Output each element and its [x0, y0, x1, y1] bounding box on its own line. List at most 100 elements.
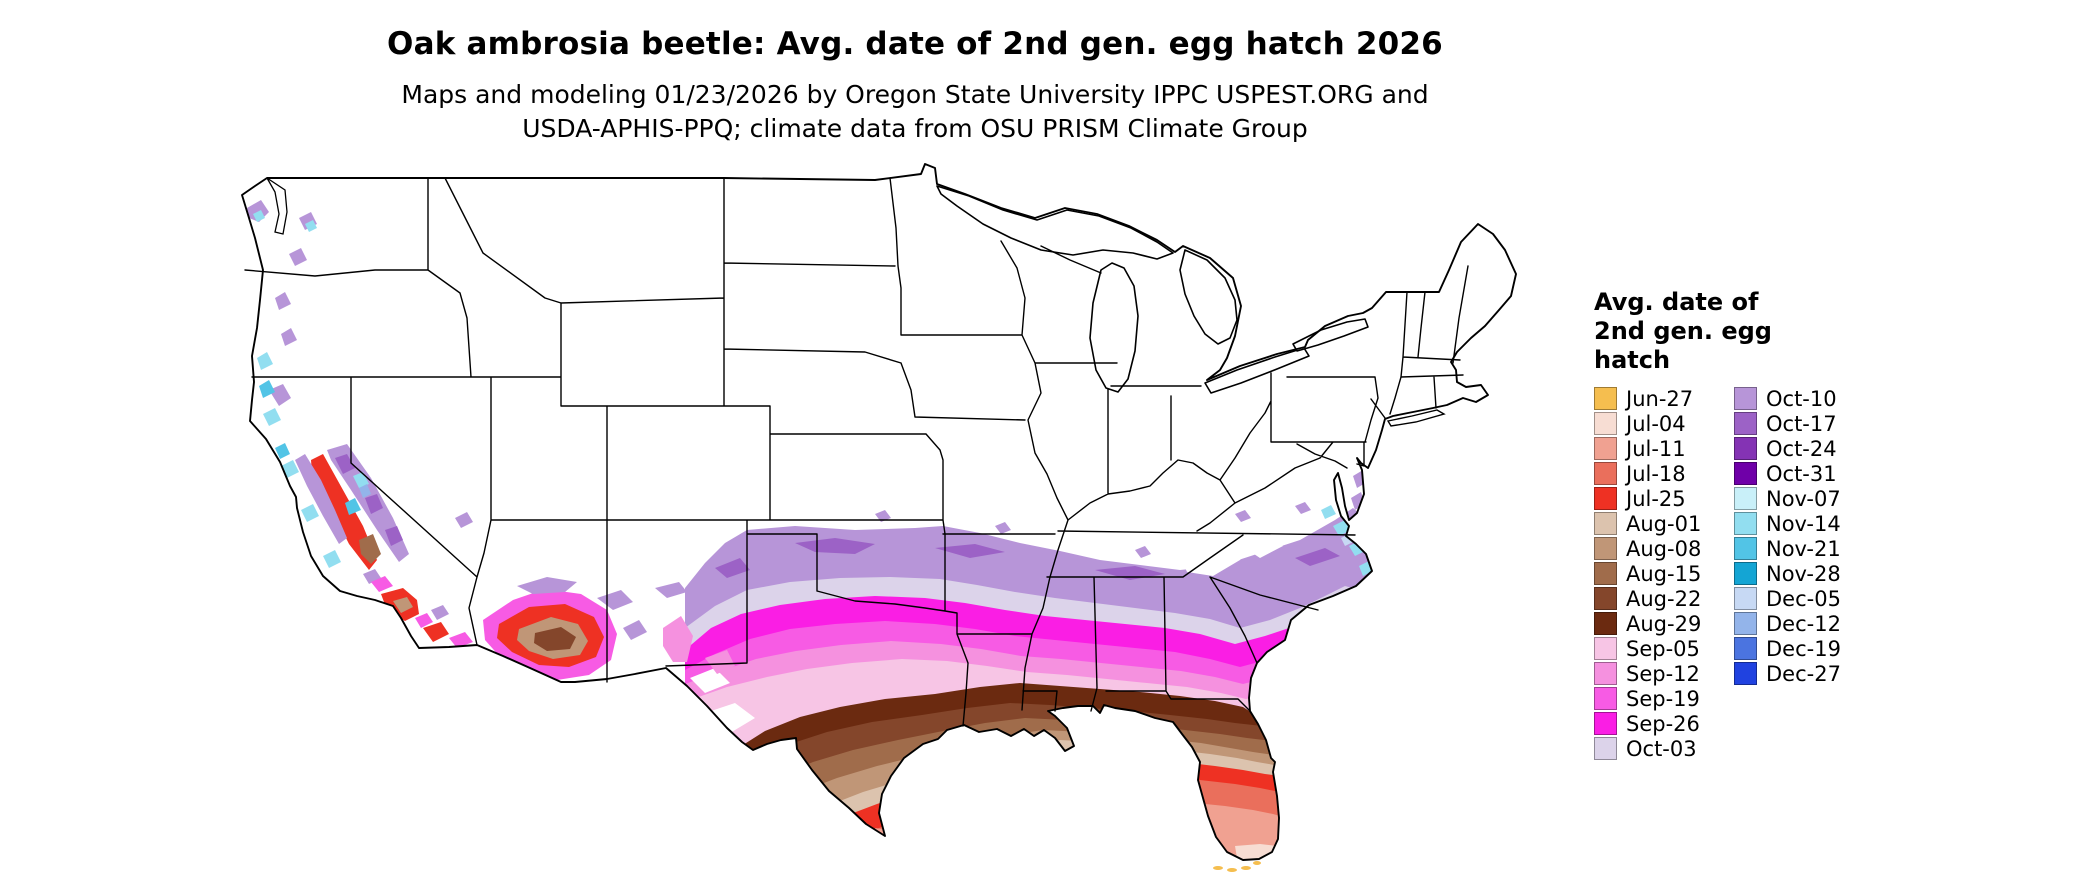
lake-michigan	[1089, 262, 1139, 393]
legend-label: Aug-15	[1626, 561, 1702, 586]
legend-label: Sep-19	[1626, 686, 1700, 711]
legend-item-oct-17: Oct-17	[1734, 411, 1874, 436]
legend-item-oct-24: Oct-24	[1734, 436, 1874, 461]
legend-label: Oct-03	[1626, 736, 1697, 761]
legend-label: Dec-27	[1766, 661, 1841, 686]
legend-label: Oct-24	[1766, 436, 1837, 461]
legend-label: Oct-17	[1766, 411, 1837, 436]
lake-erie	[1204, 347, 1310, 394]
legend-item-nov-07: Nov-07	[1734, 486, 1874, 511]
legend-label: Jun-27	[1626, 386, 1694, 411]
legend-item-dec-19: Dec-19	[1734, 636, 1874, 661]
legend-title: Avg. date of 2nd gen. egg hatch	[1594, 288, 1954, 375]
legend-column-2: Oct-10 Oct-17 Oct-24 Oct-31 Nov-07 Nov-14 Nov-…	[1734, 386, 1874, 761]
legend-label: Nov-07	[1766, 486, 1841, 511]
legend-swatch	[1594, 587, 1617, 610]
ca-sierra-purple-dark	[335, 454, 403, 546]
legend-label: Sep-05	[1626, 636, 1700, 661]
legend-swatch	[1734, 587, 1757, 610]
legend-swatch	[1594, 687, 1617, 710]
lake-superior	[936, 185, 1174, 260]
legend-item-sep-12: Sep-12	[1594, 661, 1734, 686]
appalachian-white-area	[1180, 528, 1283, 576]
map-container	[235, 158, 1585, 886]
socal-brown	[393, 597, 413, 613]
legend-item-dec-27: Dec-27	[1734, 661, 1874, 686]
bigbend-white-specks	[690, 668, 755, 733]
legend-columns: Jun-27 Jul-04 Jul-11 Jul-18 Jul-25 Aug-01 Aug-…	[1594, 386, 1954, 761]
nm-riogrande-pink	[663, 616, 735, 674]
legend-swatch	[1734, 512, 1757, 535]
legend-item-sep-26: Sep-26	[1594, 711, 1734, 736]
legend-label: Jul-04	[1626, 411, 1686, 436]
legend-swatch	[1734, 637, 1757, 660]
us-outline	[241, 163, 1517, 861]
page-title: Oak ambrosia beetle: Avg. date of 2nd ge…	[387, 26, 1443, 62]
puget-sound	[266, 177, 288, 235]
socal-pink-specks	[371, 576, 473, 648]
legend-label: Jul-18	[1626, 461, 1686, 486]
pnw-cyan-specks	[253, 210, 317, 232]
legend-swatch	[1594, 562, 1617, 585]
legend-swatch	[1734, 662, 1757, 685]
legend-label: Nov-28	[1766, 561, 1841, 586]
ca-cyan-dark-specks	[259, 380, 361, 515]
legend-swatch	[1594, 512, 1617, 535]
legend-label: Aug-22	[1626, 586, 1702, 611]
legend-label: Dec-19	[1766, 636, 1841, 661]
legend-swatch	[1594, 437, 1617, 460]
legend-label: Sep-26	[1626, 711, 1700, 736]
map-legend: Avg. date of 2nd gen. egg hatch Jun-27 Ju…	[1594, 288, 1954, 761]
legend-title-line2: 2nd gen. egg	[1594, 317, 1772, 345]
florida-keys	[1213, 861, 1261, 872]
lake-ontario	[1292, 318, 1369, 352]
legend-swatch	[1594, 412, 1617, 435]
legend-item-jun-27: Jun-27	[1594, 386, 1734, 411]
legend-swatch	[1734, 612, 1757, 635]
legend-label: Oct-10	[1766, 386, 1837, 411]
ca-svalley-brown	[359, 534, 381, 564]
legend-label: Dec-12	[1766, 611, 1841, 636]
great-lakes	[936, 185, 1369, 394]
legend-item-aug-29: Aug-29	[1594, 611, 1734, 636]
legend-item-jul-04: Jul-04	[1594, 411, 1734, 436]
legend-item-sep-05: Sep-05	[1594, 636, 1734, 661]
legend-item-jul-18: Jul-18	[1594, 461, 1734, 486]
legend-title-line1: Avg. date of	[1594, 288, 1759, 316]
legend-swatch	[1594, 537, 1617, 560]
page-subtitle-line2: USDA-APHIS-PPQ; climate data from OSU PR…	[522, 114, 1308, 143]
legend-swatch	[1734, 387, 1757, 410]
legend-swatch	[1594, 737, 1617, 760]
legend-item-oct-10: Oct-10	[1734, 386, 1874, 411]
legend-swatch	[1734, 462, 1757, 485]
legend-swatch	[1594, 612, 1617, 635]
az-brown-core	[534, 627, 576, 651]
legend-item-sep-19: Sep-19	[1594, 686, 1734, 711]
legend-item-aug-01: Aug-01	[1594, 511, 1734, 536]
legend-swatch	[1594, 712, 1617, 735]
legend-swatch	[1594, 637, 1617, 660]
sierra-blue-speck	[359, 484, 371, 498]
legend-item-nov-28: Nov-28	[1734, 561, 1874, 586]
legend-label: Aug-29	[1626, 611, 1702, 636]
legend-label: Jul-11	[1626, 436, 1686, 461]
legend-label: Oct-31	[1766, 461, 1837, 486]
east-coast-cyan-specks	[1321, 505, 1374, 576]
legend-label: Sep-12	[1626, 661, 1700, 686]
legend-column-1: Jun-27 Jul-04 Jul-11 Jul-18 Jul-25 Aug-01 Aug-…	[1594, 386, 1734, 761]
legend-item-oct-03: Oct-03	[1594, 736, 1734, 761]
legend-swatch	[1734, 487, 1757, 510]
legend-item-jul-25: Jul-25	[1594, 486, 1734, 511]
legend-item-dec-12: Dec-12	[1734, 611, 1874, 636]
legend-item-aug-22: Aug-22	[1594, 586, 1734, 611]
legend-swatch	[1594, 387, 1617, 410]
legend-item-aug-15: Aug-15	[1594, 561, 1734, 586]
legend-title-line3: hatch	[1594, 346, 1671, 374]
legend-swatch	[1594, 662, 1617, 685]
legend-swatch	[1734, 412, 1757, 435]
legend-item-dec-05: Dec-05	[1734, 586, 1874, 611]
us-choropleth-map	[241, 163, 1517, 872]
legend-item-nov-21: Nov-21	[1734, 536, 1874, 561]
legend-label: Aug-01	[1626, 511, 1702, 536]
legend-swatch	[1734, 537, 1757, 560]
